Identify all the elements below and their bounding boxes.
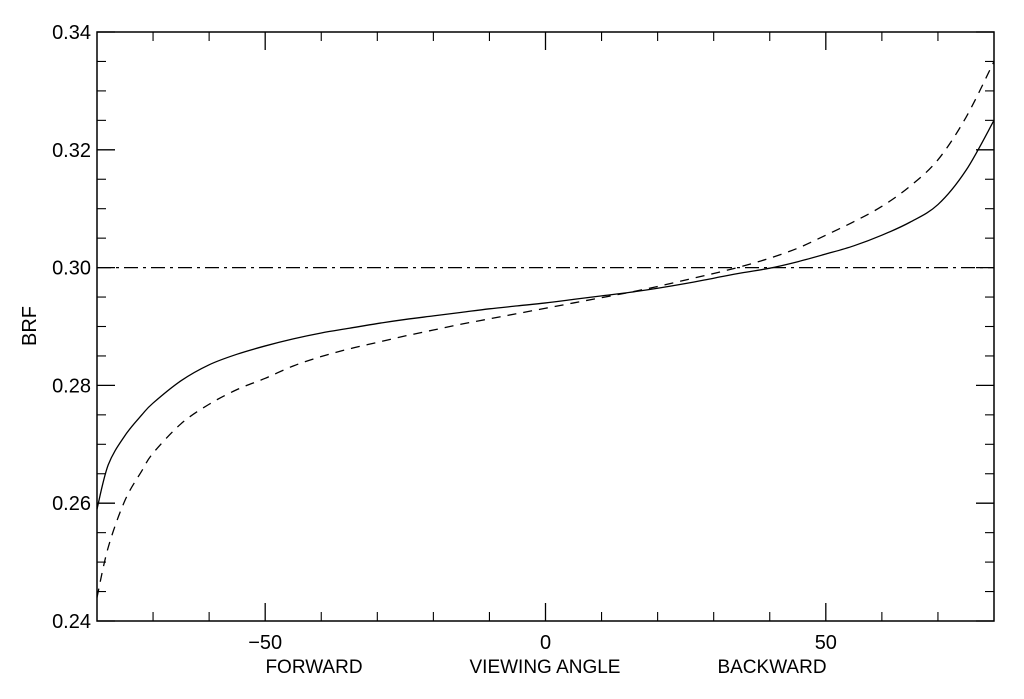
- x-axis-label-left: FORWARD: [265, 657, 362, 678]
- series-line-solid: [96, 120, 995, 510]
- x-tick-label: 50: [815, 632, 837, 654]
- axis-ticks: [97, 31, 994, 622]
- y-tick-label: 0.32: [52, 140, 91, 162]
- y-tick-label: 0.34: [52, 22, 91, 44]
- y-tick-label: 0.26: [52, 493, 91, 515]
- x-tick-label: −50: [248, 632, 282, 654]
- x-axis-label: VIEWING ANGLE: [470, 657, 621, 678]
- y-tick-label: 0.30: [52, 258, 91, 280]
- x-axis-label-right: BACKWARD: [717, 657, 826, 678]
- series-group: [96, 61, 995, 598]
- tick-labels: 0.24 0.26 0.28 0.30 0.32 0.34 −50 0 50: [52, 22, 837, 654]
- y-axis-label: BRF: [19, 306, 41, 346]
- series-line-dashed: [96, 61, 995, 598]
- y-tick-label: 0.24: [52, 611, 91, 633]
- plot-frame: [96, 31, 995, 622]
- y-tick-label: 0.28: [52, 375, 91, 397]
- x-tick-label: 0: [540, 632, 551, 654]
